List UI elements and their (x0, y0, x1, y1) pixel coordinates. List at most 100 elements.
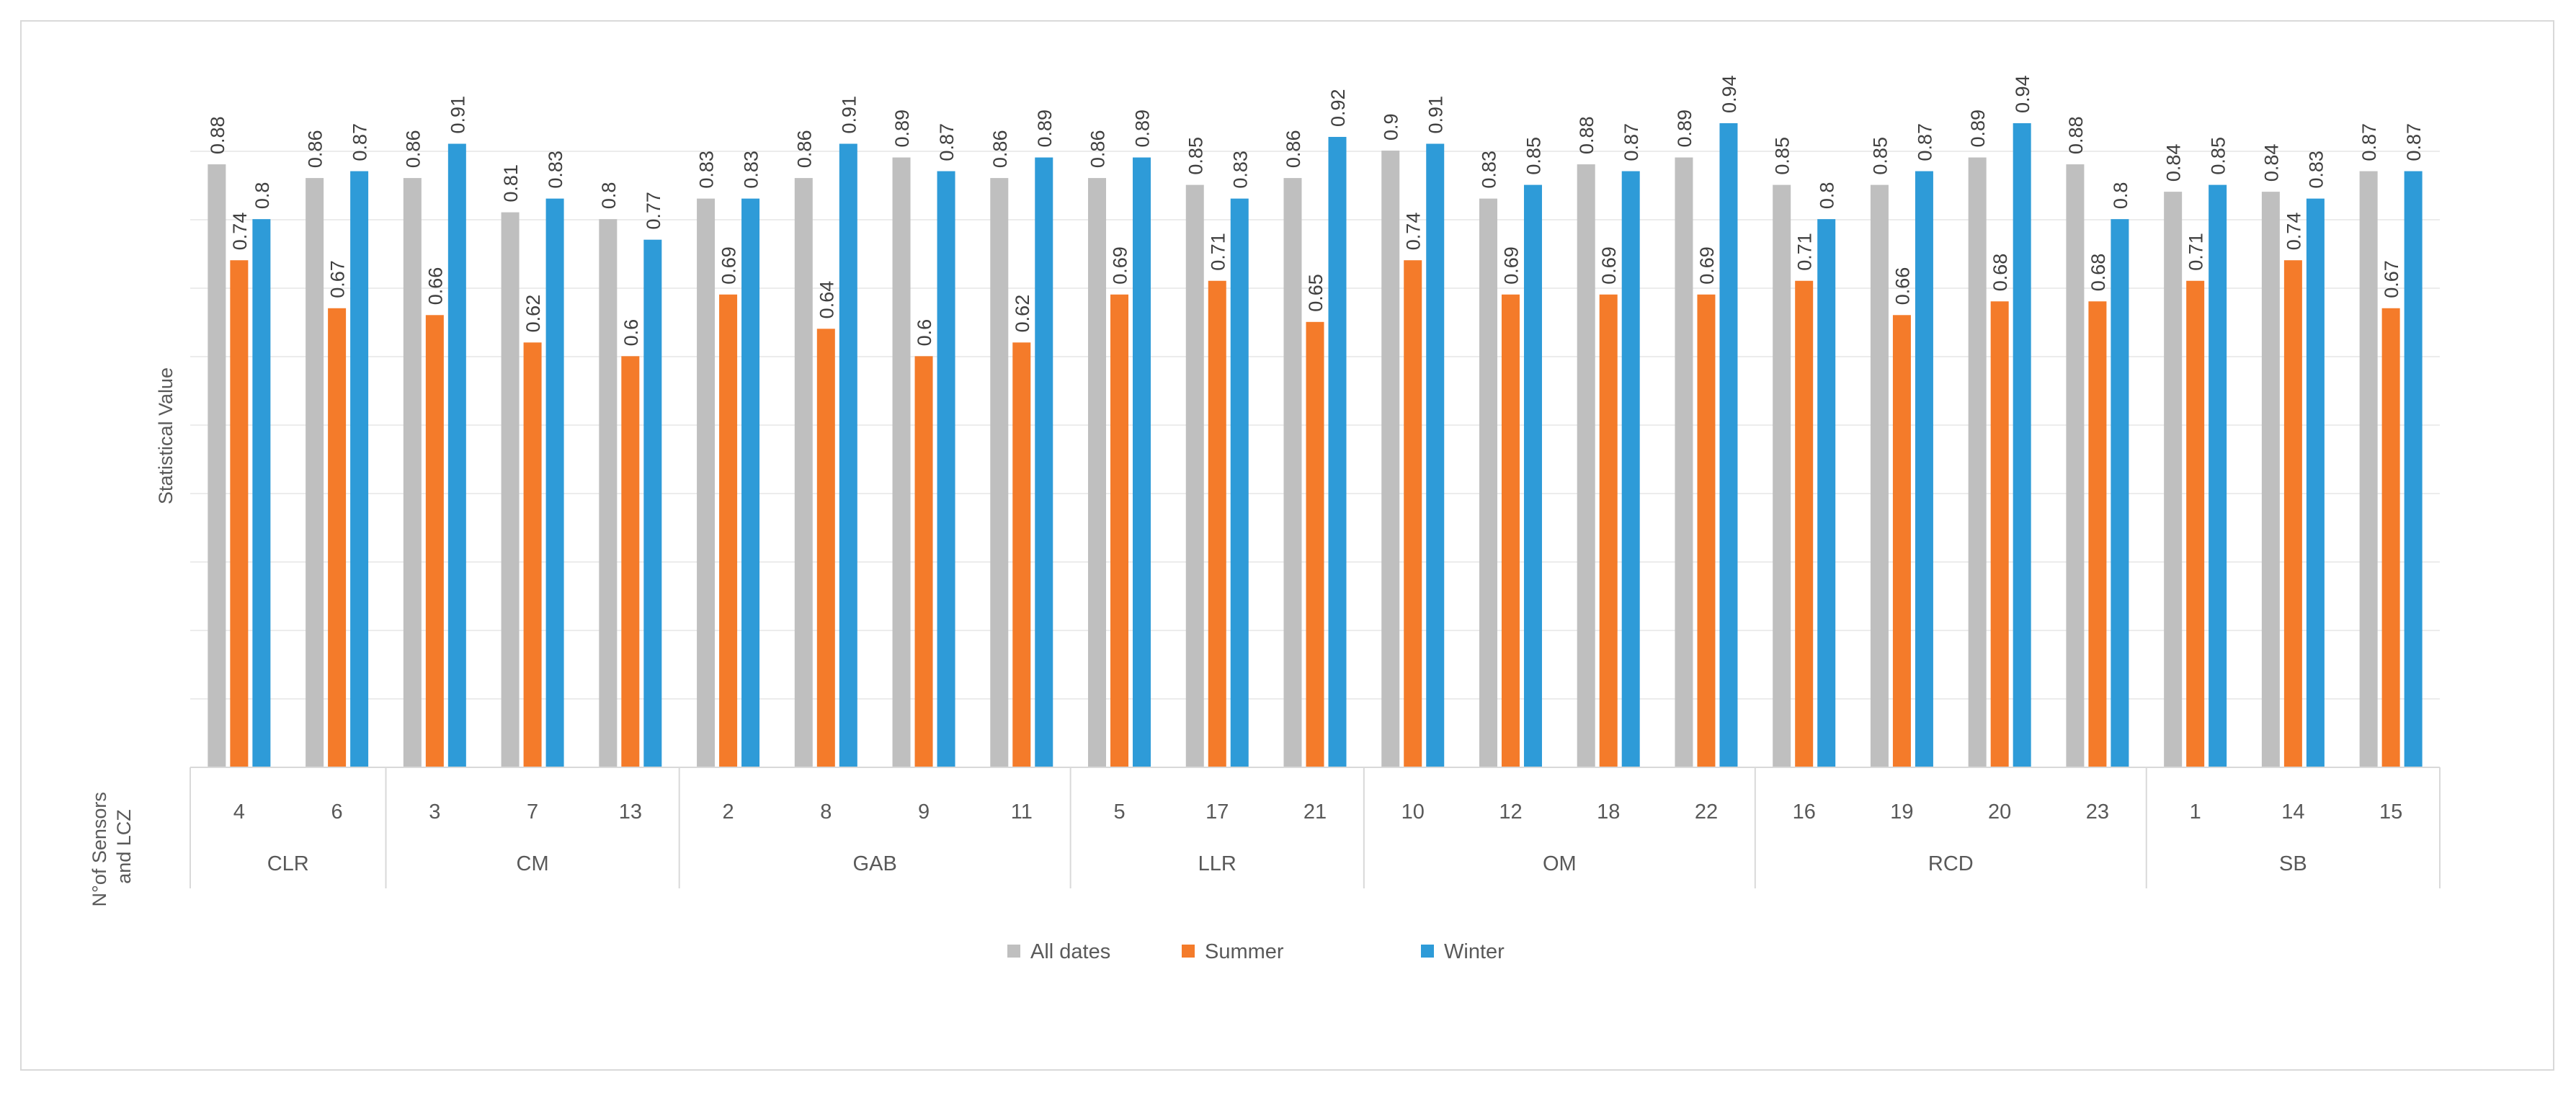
bar-summer-10 (1404, 260, 1422, 767)
bar-summer-2 (719, 294, 738, 767)
data-label-all-dates-15: 0.87 (2358, 123, 2380, 161)
group-label-gab: GAB (853, 852, 897, 875)
gridlines (190, 151, 2440, 700)
x-tick-label-15: 15 (2379, 800, 2402, 824)
data-label-summer-19: 0.66 (1891, 267, 1913, 305)
x-axis-title-line-2: and LCZ (113, 809, 135, 884)
bar-all-dates-18 (1577, 164, 1595, 767)
data-label-all-dates-18: 0.88 (1576, 117, 1597, 155)
data-label-summer-1: 0.71 (2185, 233, 2207, 271)
data-label-summer-4: 0.74 (229, 213, 251, 251)
data-label-summer-5: 0.69 (1110, 246, 1131, 285)
bar-all-dates-8 (794, 178, 813, 768)
data-labels: 0.880.740.80.860.670.87 0.860.660.910.810… (207, 75, 2425, 346)
data-label-winter-3: 0.91 (447, 96, 468, 134)
data-label-summer-12: 0.69 (1500, 246, 1522, 285)
x-tick-label-16: 16 (1793, 800, 1816, 824)
data-label-all-dates-10: 0.9 (1381, 113, 1402, 140)
bar-all-dates-2 (697, 198, 716, 767)
data-label-all-dates-2: 0.83 (696, 151, 718, 189)
bar-winter-3 (447, 143, 466, 767)
data-label-summer-10: 0.74 (1403, 213, 1425, 251)
bar-all-dates-13 (599, 219, 618, 767)
bar-summer-8 (816, 329, 835, 767)
data-label-summer-7: 0.62 (522, 295, 544, 333)
data-label-winter-4: 0.8 (251, 182, 273, 210)
legend-swatch-summer (1182, 945, 1195, 958)
data-label-winter-10: 0.91 (1425, 96, 1447, 134)
bar-all-dates-15 (2359, 171, 2378, 767)
bar-summer-11 (1012, 342, 1031, 767)
x-tick-label-22: 22 (1695, 800, 1718, 824)
bar-all-dates-7 (501, 212, 520, 767)
legend-swatch-winter (1421, 945, 1434, 958)
data-label-all-dates-16: 0.85 (1772, 137, 1793, 175)
bar-winter-16 (1817, 219, 1836, 767)
group-label-cm: CM (517, 852, 549, 875)
data-label-summer-20: 0.68 (1989, 254, 2011, 292)
bar-summer-7 (523, 342, 542, 767)
bars (208, 123, 2423, 768)
bar-summer-1 (2186, 280, 2205, 767)
data-label-summer-11: 0.62 (1012, 295, 1033, 333)
bar-winter-1 (2209, 184, 2227, 768)
x-tick-label-11: 11 (1011, 800, 1033, 824)
x-tick-label-23: 23 (2086, 800, 2109, 824)
x-tick-label-8: 8 (820, 800, 832, 824)
bar-summer-21 (1306, 321, 1324, 768)
bar-summer-17 (1208, 280, 1226, 767)
data-label-winter-23: 0.8 (2110, 182, 2131, 210)
bar-all-dates-14 (2261, 192, 2280, 767)
x-tick-label-18: 18 (1597, 800, 1620, 824)
data-label-all-dates-1: 0.84 (2163, 144, 2185, 182)
bar-all-dates-10 (1381, 151, 1400, 768)
x-axis-title: N°of Sensors and LCZ (89, 787, 135, 907)
group-label-om: OM (1543, 852, 1577, 875)
data-label-all-dates-19: 0.85 (1869, 137, 1891, 175)
bar-all-dates-12 (1479, 198, 1497, 767)
bar-summer-14 (2283, 260, 2302, 767)
group-label-rcd: RCD (1928, 852, 1974, 875)
bar-winter-9 (937, 171, 955, 767)
x-tick-label-13: 13 (619, 800, 642, 824)
data-label-summer-22: 0.69 (1696, 246, 1718, 285)
bar-summer-20 (1990, 301, 2009, 767)
data-label-winter-6: 0.87 (349, 123, 371, 161)
legend-label-winter: Winter (1444, 940, 1505, 963)
data-label-winter-12: 0.85 (1523, 137, 1544, 175)
data-label-summer-6: 0.67 (327, 260, 349, 298)
data-label-all-dates-4: 0.88 (207, 117, 228, 155)
bar-winter-22 (1719, 123, 1738, 767)
data-label-winter-1: 0.85 (2208, 137, 2229, 175)
bar-all-dates-16 (1773, 184, 1791, 768)
data-label-winter-7: 0.83 (545, 151, 566, 189)
bar-winter-7 (545, 198, 564, 767)
x-tick-label-17: 17 (1205, 800, 1229, 824)
bar-all-dates-1 (2164, 192, 2183, 767)
data-label-winter-21: 0.92 (1327, 89, 1349, 127)
bar-summer-23 (2088, 301, 2107, 767)
data-label-winter-18: 0.87 (1621, 123, 1642, 161)
legend-label-summer: Summer (1205, 940, 1284, 963)
bar-all-dates-22 (1675, 157, 1693, 767)
bar-summer-5 (1110, 294, 1129, 767)
data-label-summer-2: 0.69 (718, 246, 740, 285)
legend: All dates Summer Winter (1007, 940, 1505, 963)
x-tick-label-19: 19 (1890, 800, 1913, 824)
bar-winter-23 (2111, 219, 2129, 767)
legend-label-all-dates: All dates (1030, 940, 1110, 963)
group-label-sb: SB (2279, 852, 2307, 875)
data-label-all-dates-6: 0.86 (305, 130, 326, 169)
data-label-all-dates-5: 0.86 (1087, 130, 1109, 169)
y-axis-title: Statistical Value (155, 367, 177, 504)
bar-winter-5 (1133, 157, 1151, 767)
x-tick-label-9: 9 (918, 800, 930, 824)
data-label-winter-5: 0.89 (1132, 110, 1154, 148)
bar-summer-19 (1892, 315, 1911, 768)
data-label-all-dates-20: 0.89 (1967, 110, 1989, 148)
bar-all-dates-3 (403, 178, 422, 768)
data-label-winter-2: 0.83 (741, 151, 762, 189)
data-label-summer-14: 0.74 (2283, 213, 2304, 251)
bar-summer-6 (328, 308, 347, 767)
data-label-all-dates-3: 0.86 (402, 130, 424, 169)
